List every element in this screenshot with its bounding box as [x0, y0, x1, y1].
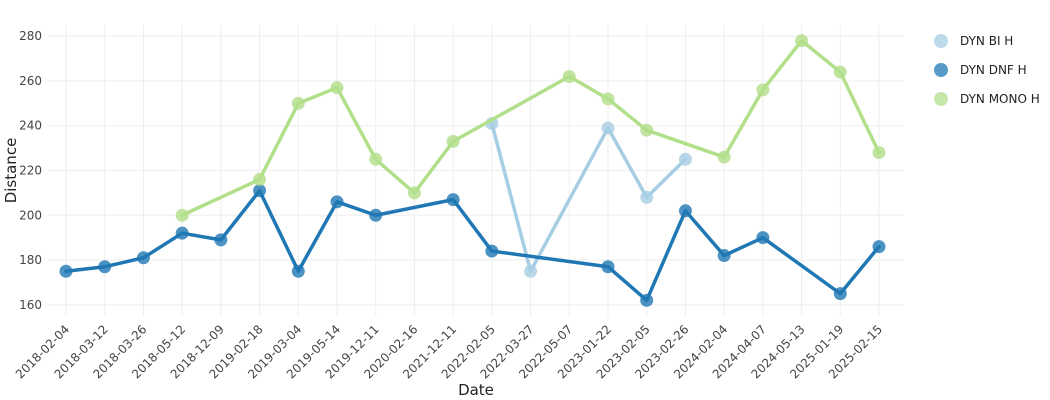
legend[interactable]: DYN BI H DYN DNF H DYN MONO H [934, 34, 1040, 106]
data-point[interactable] [253, 172, 267, 186]
y-tick-label: 220 [19, 164, 42, 178]
data-point[interactable] [601, 92, 615, 106]
data-point[interactable] [253, 184, 267, 198]
data-point[interactable] [59, 264, 73, 278]
data-point[interactable] [601, 121, 615, 135]
data-point[interactable] [872, 146, 886, 160]
series-line [64, 188, 881, 303]
data-point[interactable] [640, 123, 654, 137]
legend-item[interactable]: DYN BI H [934, 34, 1013, 48]
data-point[interactable] [833, 287, 847, 301]
legend-item[interactable]: DYN DNF H [934, 63, 1027, 77]
data-point[interactable] [214, 233, 228, 247]
legend-swatch [934, 63, 948, 77]
y-tick-label: 180 [19, 253, 42, 267]
data-point[interactable] [872, 240, 886, 254]
y-tick-label: 260 [19, 74, 42, 88]
data-point[interactable] [717, 249, 731, 263]
data-point[interactable] [717, 150, 731, 164]
y-axis-ticks: 160 180 200 220 240 260 280 [19, 29, 42, 312]
data-point[interactable] [175, 226, 189, 240]
y-tick-label: 160 [19, 298, 42, 312]
y-tick-label: 280 [19, 29, 42, 43]
data-point[interactable] [678, 152, 692, 166]
y-axis-title: Distance [2, 138, 20, 204]
data-point[interactable] [136, 251, 150, 265]
data-point[interactable] [640, 293, 654, 307]
legend-label: DYN MONO H [960, 92, 1040, 106]
x-axis-ticks: 2018-02-042018-03-122018-03-262018-05-12… [13, 322, 885, 381]
data-point[interactable] [756, 83, 770, 97]
data-point[interactable] [485, 244, 499, 258]
series-line [490, 121, 688, 273]
data-point[interactable] [175, 208, 189, 222]
data-point[interactable] [369, 208, 383, 222]
data-point[interactable] [330, 81, 344, 95]
data-point[interactable] [98, 260, 112, 274]
data-point[interactable] [524, 264, 538, 278]
legend-swatch [934, 34, 948, 48]
series-dyn-mono-h [175, 34, 886, 222]
data-point[interactable] [291, 96, 305, 110]
legend-swatch [934, 92, 948, 106]
legend-item[interactable]: DYN MONO H [934, 92, 1040, 106]
legend-label: DYN BI H [960, 34, 1013, 48]
legend-label: DYN DNF H [960, 63, 1027, 77]
data-point[interactable] [756, 231, 770, 245]
data-point[interactable] [601, 260, 615, 274]
series-dyn-dnf-h [59, 184, 886, 307]
data-point[interactable] [407, 186, 421, 200]
data-point[interactable] [678, 204, 692, 218]
data-point[interactable] [562, 69, 576, 83]
x-axis-title: Date [458, 381, 494, 399]
data-point[interactable] [640, 190, 654, 204]
data-point[interactable] [446, 134, 460, 148]
y-tick-label: 200 [19, 208, 42, 222]
data-point[interactable] [446, 193, 460, 207]
data-point[interactable] [330, 195, 344, 209]
data-point[interactable] [833, 65, 847, 79]
data-point[interactable] [369, 152, 383, 166]
y-tick-label: 240 [19, 119, 42, 133]
data-point[interactable] [291, 264, 305, 278]
data-point[interactable] [795, 34, 809, 48]
series-lines [59, 34, 886, 307]
grid [48, 25, 904, 316]
